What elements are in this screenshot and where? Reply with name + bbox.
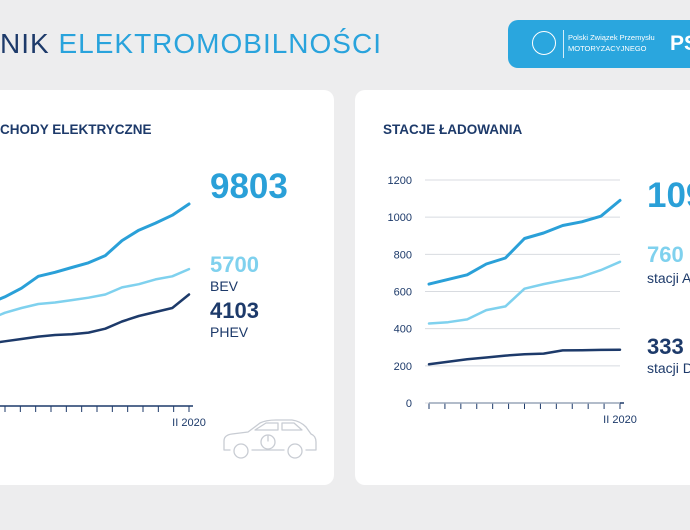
series-line-2	[0, 267, 191, 317]
x-tick-label: II 2020	[172, 417, 206, 429]
y-tick-label: 400	[394, 324, 412, 336]
y-tick-label: 600	[394, 287, 412, 299]
logo-org-line1: Polski Związek Przemysłu	[568, 33, 655, 42]
bev-label: BEV	[210, 278, 239, 294]
series-line-1	[0, 202, 191, 301]
series-line-1	[427, 198, 622, 286]
series-line-3	[0, 293, 191, 344]
logo-emblem-icon	[532, 31, 556, 55]
chart-title: CHODY ELEKTRYCZNE	[0, 122, 152, 137]
page-title: NIK ELEKTROMOBILNOŚCI	[0, 28, 382, 60]
phev-label: PHEV	[210, 324, 249, 340]
ac-stations-value: 760	[647, 242, 684, 267]
series-line-2	[427, 260, 622, 325]
ac-stations-label: stacji A	[647, 270, 690, 286]
page-title-part-dark: NIK	[0, 28, 59, 59]
y-tick-label: 1200	[388, 175, 412, 187]
y-tick-label: 800	[394, 249, 412, 261]
bev-value: 5700	[210, 252, 259, 277]
y-tick-label: 1000	[388, 212, 412, 224]
y-tick-label: 0	[406, 398, 412, 410]
series-line-3	[427, 348, 622, 366]
dc-stations-label: stacji D	[647, 360, 690, 376]
logo-brand-mark: PS	[670, 32, 690, 55]
chart-title: STACJE ŁADOWANIA	[383, 122, 523, 137]
car-icon	[223, 419, 317, 459]
chart-card-vehicles: CHODY ELEKTRYCZNE II 2020 9803 5700 BEV …	[0, 90, 334, 485]
dc-stations-value: 333	[647, 334, 684, 359]
chart-card-stations: STACJE ŁADOWANIA II 2020 0 200 400 600 800 100…	[355, 90, 690, 485]
organization-logo: Polski Związek Przemysłu MOTORYZACYJNEGO…	[508, 20, 690, 68]
total-stations-value: 109	[647, 176, 690, 215]
stations-chart: II 2020 0 200 400 600 800 1000 1200	[388, 175, 637, 426]
page-title-part-light: ELEKTROMOBILNOŚCI	[58, 28, 382, 59]
logo-org-line2: MOTORYZACYJNEGO	[568, 44, 647, 53]
y-tick-label: 200	[394, 361, 412, 373]
total-vehicles-value: 9803	[210, 167, 288, 206]
vehicles-chart: II 2020	[0, 202, 317, 459]
phev-value: 4103	[210, 298, 259, 323]
logo-divider	[563, 30, 564, 58]
x-tick-label: II 2020	[603, 414, 637, 426]
